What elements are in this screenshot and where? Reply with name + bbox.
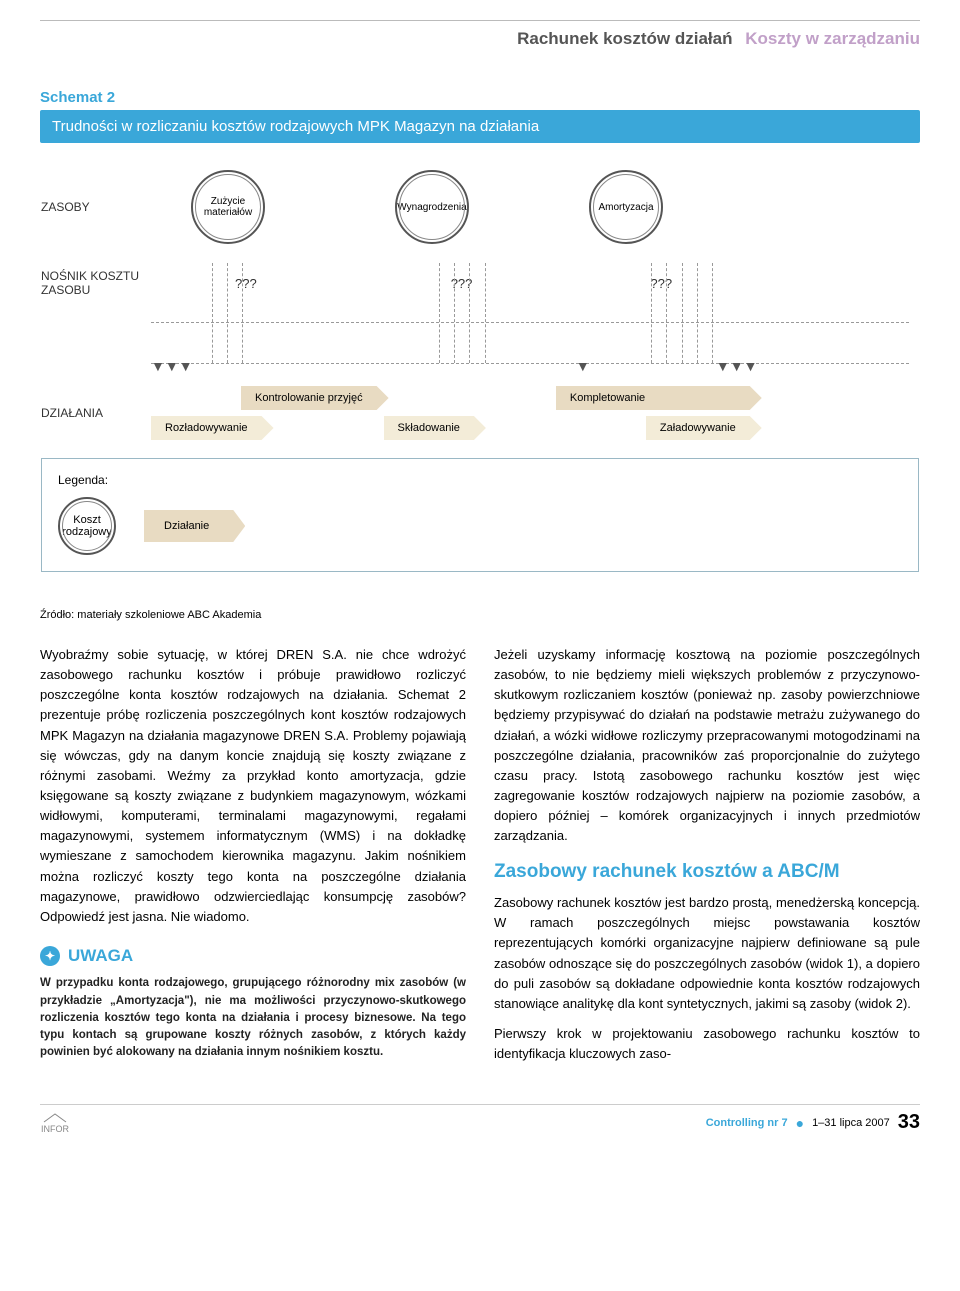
header-left: Rachunek kosztów działań <box>517 29 732 48</box>
schemat-banner: Trudności w rozliczaniu kosztów rodzajow… <box>40 110 920 143</box>
legend-dzialanie-node: Działanie <box>144 510 245 542</box>
activity-skladowanie: Składowanie <box>384 416 486 440</box>
activity-kompletowanie: Kompletowanie <box>556 386 762 410</box>
footer-magazine: Controlling nr 7 <box>706 1117 788 1129</box>
qmarks-3: ??? <box>650 276 672 291</box>
body-columns: Wyobraźmy sobie sytuację, w której DREN … <box>40 645 920 1074</box>
page-number: 33 <box>898 1111 920 1134</box>
arrows-icon: ▼ <box>576 358 590 374</box>
row-label-nosnik: NOŚNIK KOSZTU ZASOBU <box>41 269 151 297</box>
source-text: Źródło: materiały szkoleniowe ABC Akadem… <box>40 609 920 621</box>
resource-node-amort: Amortyzacja <box>589 170 663 244</box>
section-heading: Zasobowy rachunek kosztów a ABC/M <box>494 860 920 885</box>
col2-para3: Pierwszy krok w projektowaniu zasobowego… <box>494 1024 920 1064</box>
dot-icon: ● <box>796 1115 804 1131</box>
uwaga-icon: ✦ <box>40 946 60 966</box>
legend-title: Legenda: <box>58 473 902 487</box>
uwaga-body: W przypadku konta rodzajowego, grupujące… <box>40 975 466 1061</box>
col2-para1: Jeżeli uzyskamy informację kosztową na p… <box>494 645 920 846</box>
row-label-zasoby: ZASOBY <box>41 200 151 214</box>
dashed-connector-bus <box>151 322 909 364</box>
col2-para2: Zasobowy rachunek kosztów jest bardzo pr… <box>494 893 920 1014</box>
activity-rozladowywanie: Rozładowywanie <box>151 416 274 440</box>
resource-node-wages: Wynagrodzenia <box>395 170 469 244</box>
uwaga-block: ✦ UWAGA W przypadku konta rodzajowego, g… <box>40 943 466 1062</box>
legend-koszt-node: Koszt rodzajowy <box>58 497 116 555</box>
publisher-logo: INFOR <box>40 1112 70 1134</box>
header-right: Koszty w zarządzaniu <box>745 29 920 48</box>
resource-node-materials: Zużycie materiałów <box>191 170 265 244</box>
schemat-label: Schemat 2 <box>40 89 920 106</box>
footer-date: 1–31 lipca 2007 <box>812 1117 890 1129</box>
uwaga-label: UWAGA <box>68 943 133 969</box>
activity-zaladowywanie: Załadowywanie <box>646 416 762 440</box>
flowchart: ZASOBY Zużycie materiałów Wynagrodzenia … <box>40 161 920 599</box>
page-header: Rachunek kosztów działań Koszty w zarząd… <box>40 25 920 53</box>
page-footer: INFOR Controlling nr 7 ● 1–31 lipca 2007… <box>40 1104 920 1134</box>
header-band: Rachunek kosztów działań Koszty w zarząd… <box>40 20 920 53</box>
col1-para1: Wyobraźmy sobie sytuację, w której DREN … <box>40 645 466 927</box>
activity-kontrolowanie: Kontrolowanie przyjęć <box>241 386 389 410</box>
arrows-icon: ▼▼▼ <box>716 358 758 374</box>
qmarks-1: ??? <box>235 276 257 291</box>
arrows-icon: ▼▼▼ <box>151 358 193 374</box>
row-label-dzialania: DZIAŁANIA <box>41 406 151 420</box>
legend-box: Legenda: Koszt rodzajowy Działanie <box>41 458 919 572</box>
